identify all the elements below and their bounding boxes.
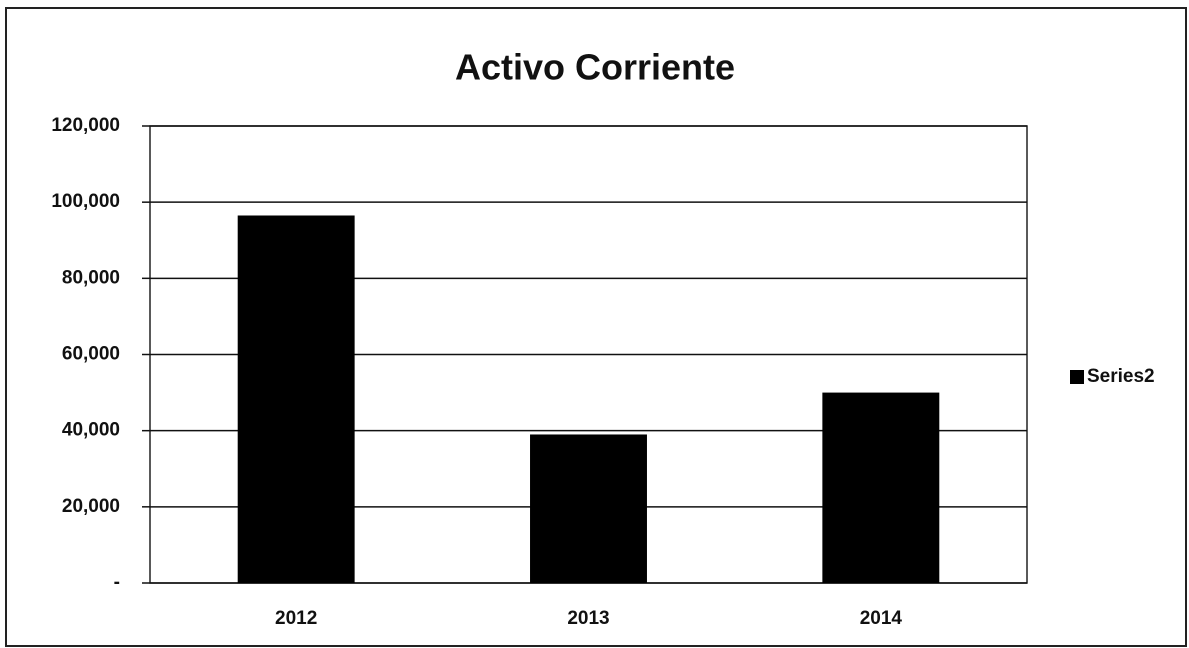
bar <box>530 434 647 583</box>
bar <box>822 392 940 583</box>
y-tick-label: 80,000 <box>62 267 120 288</box>
y-tick-label: 60,000 <box>62 344 120 365</box>
chart-title: Activo Corriente <box>455 47 735 88</box>
bar <box>237 215 355 583</box>
chart-frame <box>5 7 1187 647</box>
y-tick-label: - <box>114 572 120 593</box>
y-tick-label: 120,000 <box>51 115 120 136</box>
x-tick-label: 2013 <box>567 608 609 629</box>
y-tick-label: 40,000 <box>62 420 120 441</box>
legend-label: Series2 <box>1087 366 1155 387</box>
y-tick-label: 100,000 <box>51 191 120 212</box>
x-tick-label: 2012 <box>275 608 317 629</box>
y-tick-label: 20,000 <box>62 496 120 517</box>
x-tick-label: 2014 <box>860 608 903 629</box>
legend-swatch <box>1070 370 1084 384</box>
